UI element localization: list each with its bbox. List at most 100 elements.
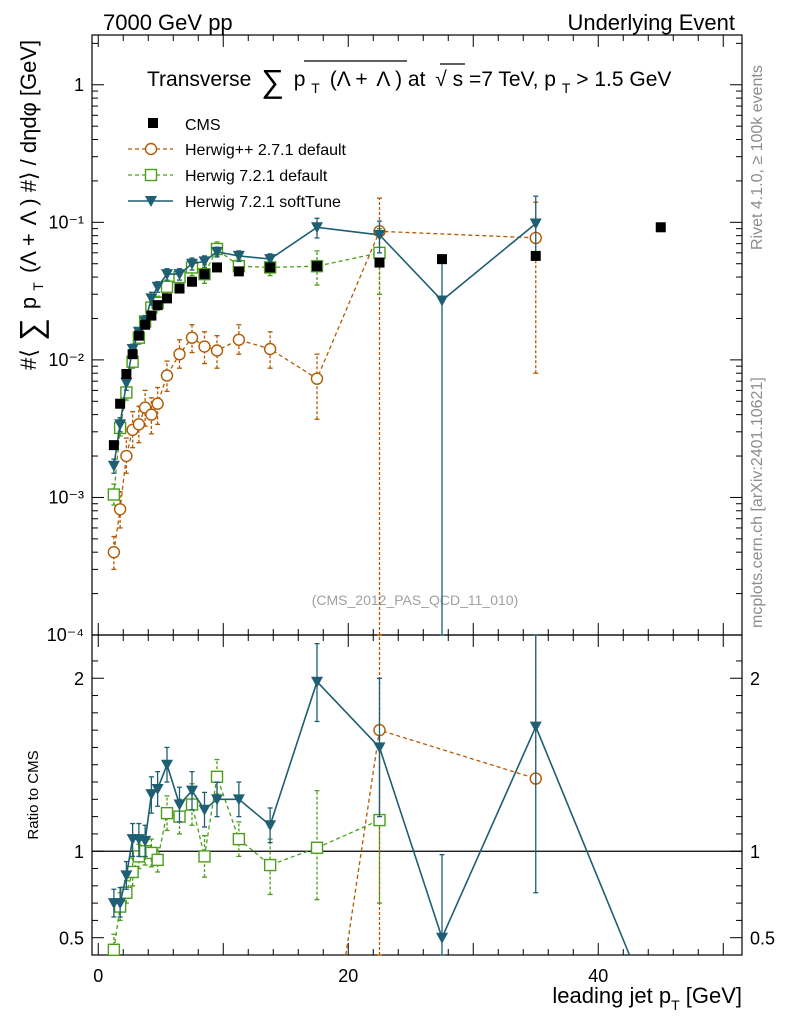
main-cms-point <box>312 261 322 272</box>
analysis-type-label: Underlying Event <box>567 10 735 35</box>
main-y-tick-label-0: 10⁻⁴ <box>47 625 84 645</box>
x-tick-label-0: 0 <box>93 966 103 986</box>
ratio-softtune-point <box>161 759 173 771</box>
analysis-id-label: (CMS_2012_PAS_QCD_11_010) <box>312 592 519 608</box>
main-softtune-point <box>107 460 120 472</box>
main-cms-point <box>374 257 385 268</box>
ratio-y-tick-label-right-0: 0.5 <box>750 929 775 949</box>
ratio-y-tick-label-1: 1 <box>74 842 84 862</box>
main-y-tick-label-3: 10⁻¹ <box>48 212 84 232</box>
main-cms-point <box>212 262 222 273</box>
main-softtune-point <box>436 295 448 307</box>
mcplots-label: mcplots.cern.ch [arXiv:2401.10621] <box>749 377 766 628</box>
ratio-softtune-point <box>139 835 152 847</box>
ratio-herwigpp-line <box>345 729 536 956</box>
main-cms-point <box>152 300 163 311</box>
main-softtune-point <box>173 269 186 281</box>
main-herwigpp-point <box>210 344 224 357</box>
ratio-softtune-point <box>211 794 223 806</box>
main-cms-point <box>233 266 244 277</box>
ratio-y-tick-label-right-1: 1 <box>750 842 760 862</box>
main-herwigpp-point <box>107 545 121 559</box>
ratio-softtune-point <box>373 742 386 754</box>
main-herwigpp-point <box>145 408 158 421</box>
main-softtune-point <box>161 269 173 281</box>
main-series-herwigpp <box>107 197 542 636</box>
main-herwigpp-point <box>113 503 127 516</box>
ratio-softtune-point <box>264 820 277 832</box>
main-cms-point <box>127 349 138 360</box>
ratio-herwig721-point <box>145 846 158 860</box>
ratio-softtune-line <box>113 680 631 956</box>
main-cms-point <box>121 368 132 379</box>
main-softtune-point <box>529 218 542 230</box>
ratio-herwig721-point <box>232 832 246 846</box>
x-tick-label-2: 40 <box>588 966 608 986</box>
ratio-softtune-point <box>198 804 211 816</box>
main-softtune-line <box>113 222 537 466</box>
main-herwigpp-point <box>232 333 246 346</box>
main-series-softtune <box>107 195 542 636</box>
main-cms-point <box>530 250 541 261</box>
main-softtune-point <box>114 419 127 431</box>
ratio-y-axis-label: Ratio to CMS <box>25 750 42 839</box>
rivet-version-label: Rivet 4.1.0, ≥ 100k events <box>749 65 766 250</box>
main-softtune-point <box>151 281 164 293</box>
ratio-softtune-point <box>173 799 186 811</box>
main-cms-point <box>437 254 447 265</box>
main-herwig721-point <box>107 488 121 501</box>
main-plot-area <box>107 195 666 636</box>
legend-cms-label: CMS <box>185 117 221 134</box>
main-cms-point <box>174 283 185 294</box>
legend-cms-marker <box>148 118 158 128</box>
ratio-softtune-point <box>436 932 448 944</box>
ratio-herwig721-point <box>198 850 211 863</box>
ratio-softtune-point <box>114 898 127 910</box>
main-softtune-point <box>198 256 211 268</box>
main-cms-point <box>140 319 151 330</box>
main-herwigpp-point <box>173 347 186 361</box>
main-herwig721-line <box>113 247 380 495</box>
main-cms-point <box>162 293 172 304</box>
ratio-softtune-point <box>529 721 542 733</box>
ratio-herwig721-point <box>263 858 277 872</box>
ratio-plot-frame <box>91 634 743 956</box>
main-title: Transverse ∑ p T (Λ + Λ ) at √ s =7 TeV,… <box>147 63 671 99</box>
ratio-softtune-point <box>311 676 323 688</box>
main-softtune-point <box>232 250 245 262</box>
main-herwigpp-point <box>185 331 199 344</box>
main-softtune-point <box>373 229 386 241</box>
ratio-herwig721-point <box>210 770 224 784</box>
energy-label: 7000 GeV pp <box>103 10 233 35</box>
main-softtune-point <box>120 377 133 389</box>
main-axes: 10⁻⁴ 10⁻³ 10⁻² 10⁻¹ 1 <box>47 35 742 645</box>
main-softtune-point <box>311 222 323 234</box>
main-herwigpp-point <box>160 369 174 382</box>
ratio-softtune-point <box>145 789 158 801</box>
main-series-herwig721 <box>107 227 386 506</box>
ratio-plot-area <box>107 634 631 957</box>
ratio-softtune-point <box>186 785 198 797</box>
main-herwigpp-point <box>310 372 324 385</box>
main-softtune-point <box>186 258 198 270</box>
main-softtune-point <box>264 254 277 266</box>
main-series-cms <box>108 222 666 451</box>
ratio-series-herwigpp <box>345 634 542 956</box>
ratio-y-tick-label-right-2: 2 <box>750 669 760 689</box>
legend-softtune-marker <box>145 196 157 207</box>
ratio-y-tick-label-0: 0.5 <box>59 929 84 949</box>
main-softtune-point <box>145 293 158 305</box>
ratio-herwig721-point <box>160 806 174 820</box>
main-cms-point <box>133 330 144 341</box>
main-herwigpp-point <box>151 397 164 410</box>
main-herwig721-point <box>160 280 174 293</box>
x-tick-label-1: 20 <box>338 966 358 986</box>
main-herwigpp-point <box>132 418 146 431</box>
ratio-series-softtune <box>107 634 631 956</box>
ratio-herwig721-point <box>310 841 324 854</box>
legend-herwig721-label: Herwig 7.2.1 default <box>185 168 328 185</box>
legend-herwig721-marker <box>144 168 158 182</box>
main-cms-point <box>187 276 197 287</box>
ratio-softtune-point <box>151 783 164 795</box>
